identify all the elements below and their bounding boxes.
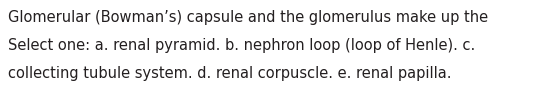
Text: collecting tubule system. d. renal corpuscle. e. renal papilla.: collecting tubule system. d. renal corpu…	[8, 66, 451, 81]
Text: Glomerular (Bowman’s) capsule and the glomerulus make up the: Glomerular (Bowman’s) capsule and the gl…	[8, 10, 488, 25]
Text: Select one: a. renal pyramid. b. nephron loop (loop of Henle). c.: Select one: a. renal pyramid. b. nephron…	[8, 38, 475, 53]
